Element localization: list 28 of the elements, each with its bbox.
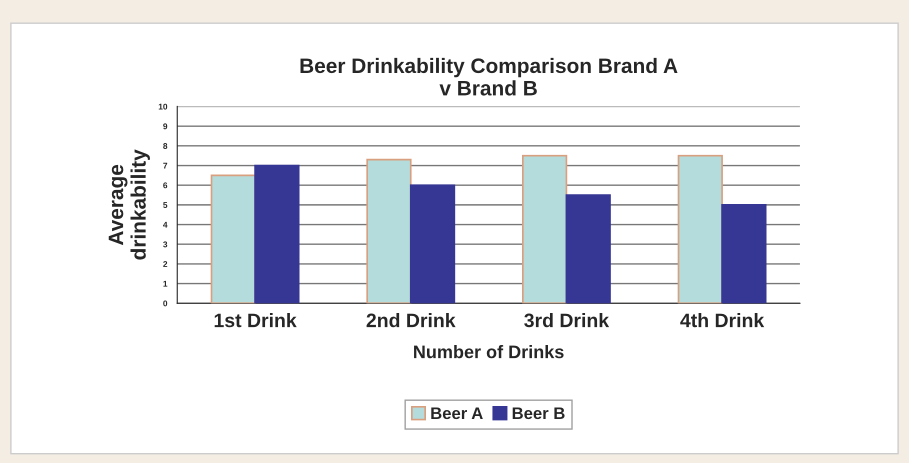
bar (410, 184, 456, 304)
chart-title: Beer Drinkability Comparison Brand A v Brand B (300, 58, 678, 96)
y-tick-label: 1 (163, 280, 168, 287)
y-tick-label: 7 (163, 162, 168, 169)
y-axis-title: Average drinkability (108, 149, 150, 260)
x-tick-label: 1st Drink (214, 312, 297, 328)
bar (721, 204, 767, 304)
y-tick-label: 6 (163, 182, 168, 188)
x-tick-label: 4th Drink (680, 312, 764, 328)
y-tick-label: 2 (163, 261, 168, 267)
y-tick-label: 10 (158, 104, 168, 110)
bar (210, 174, 256, 304)
bar (678, 154, 723, 304)
y-tick-label: 0 (163, 300, 168, 306)
bar (566, 194, 611, 304)
y-tick-label: 5 (163, 202, 168, 208)
x-tick-label: 3rd Drink (524, 312, 610, 328)
legend-label: Beer A (431, 408, 483, 420)
y-tick-label: 9 (163, 123, 168, 130)
x-axis-title: Number of Drinks (414, 345, 564, 358)
bar (366, 158, 412, 304)
bar (522, 154, 568, 304)
y-tick-label: 8 (163, 143, 168, 149)
x-tick-label: 2nd Drink (366, 312, 456, 328)
y-tick-label: 3 (163, 241, 168, 248)
legend-label: Beer B (512, 408, 565, 420)
bar (254, 164, 300, 304)
y-tick-label: 4 (163, 222, 168, 228)
